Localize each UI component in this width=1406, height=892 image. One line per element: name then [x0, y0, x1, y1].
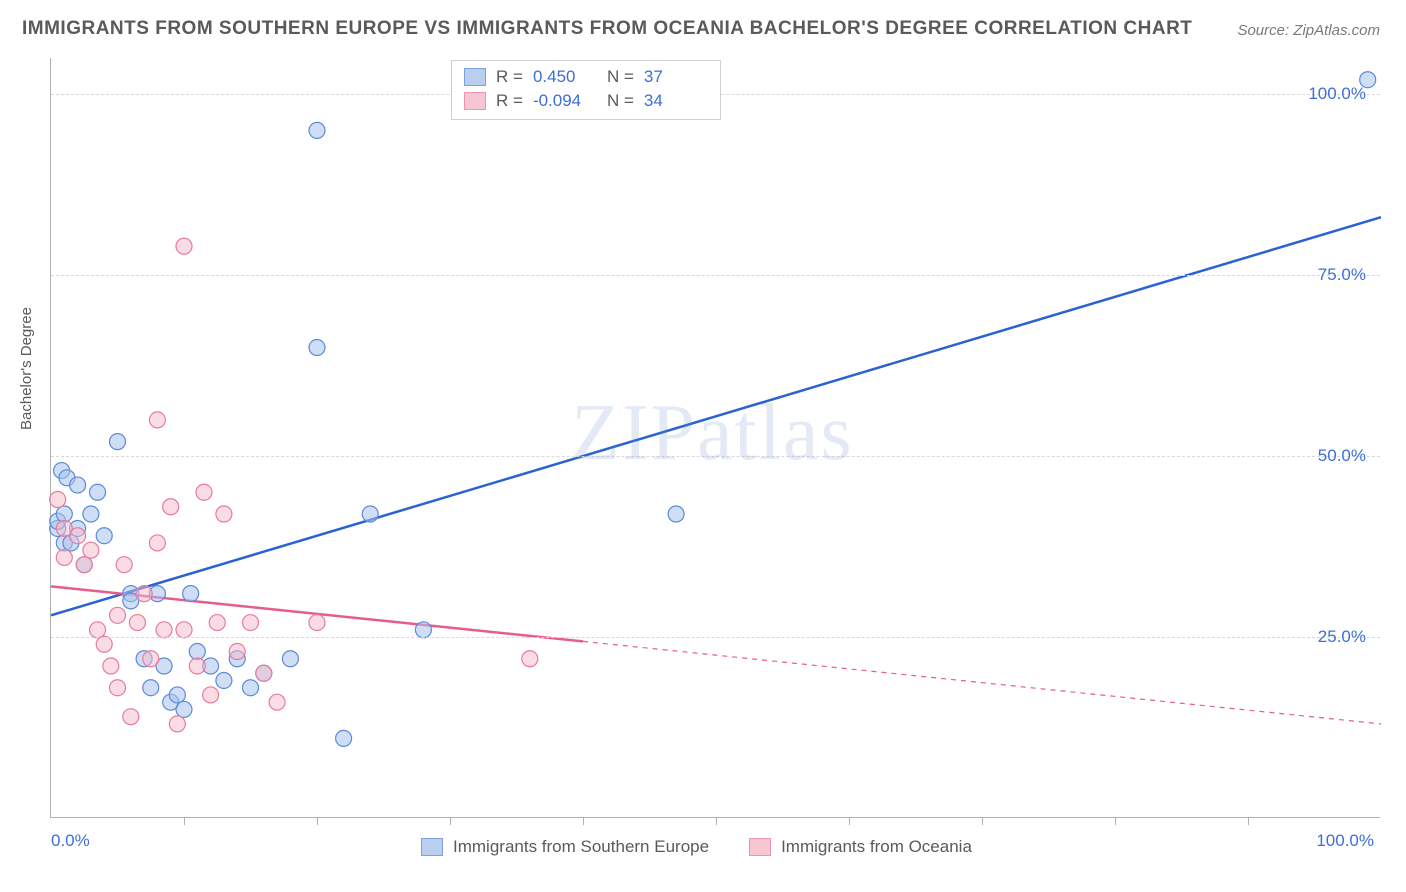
legend-item: Immigrants from Oceania — [749, 837, 972, 857]
scatter-point — [309, 615, 325, 631]
scatter-point — [116, 557, 132, 573]
scatter-point — [203, 687, 219, 703]
x-tick — [450, 817, 451, 825]
x-tick — [716, 817, 717, 825]
gridline — [51, 637, 1380, 638]
trend-line-extrapolated — [583, 641, 1381, 724]
scatter-point — [149, 535, 165, 551]
n-value: 37 — [644, 65, 708, 89]
scatter-point — [149, 412, 165, 428]
scatter-point — [309, 122, 325, 138]
x-tick — [184, 817, 185, 825]
legend-label: Immigrants from Oceania — [781, 837, 972, 857]
x-tick — [1115, 817, 1116, 825]
scatter-point — [169, 687, 185, 703]
scatter-point — [76, 557, 92, 573]
scatter-point — [110, 434, 126, 450]
y-tick-label: 50.0% — [1318, 446, 1366, 466]
scatter-point — [243, 680, 259, 696]
scatter-point — [96, 528, 112, 544]
r-value: -0.094 — [533, 89, 597, 113]
legend-row: R = -0.094 N = 34 — [464, 89, 708, 113]
scatter-point — [70, 477, 86, 493]
scatter-point — [56, 549, 72, 565]
scatter-point — [183, 586, 199, 602]
scatter-point — [209, 615, 225, 631]
correlation-legend: R = 0.450 N = 37 R = -0.094 N = 34 — [451, 60, 721, 120]
scatter-point — [83, 506, 99, 522]
r-label: R = — [496, 89, 523, 113]
r-value: 0.450 — [533, 65, 597, 89]
scatter-point — [70, 528, 86, 544]
scatter-point — [336, 730, 352, 746]
scatter-point — [216, 506, 232, 522]
scatter-point — [229, 644, 245, 660]
x-tick-label: 100.0% — [1316, 831, 1374, 851]
y-axis-label: Bachelor's Degree — [18, 307, 35, 430]
n-label: N = — [607, 65, 634, 89]
scatter-point — [50, 492, 66, 508]
scatter-point — [123, 709, 139, 725]
r-label: R = — [496, 65, 523, 89]
x-tick — [1248, 817, 1249, 825]
scatter-point — [110, 607, 126, 623]
scatter-point — [216, 672, 232, 688]
scatter-point — [156, 622, 172, 638]
y-tick-label: 25.0% — [1318, 627, 1366, 647]
scatter-point — [163, 499, 179, 515]
scatter-point — [176, 622, 192, 638]
n-value: 34 — [644, 89, 708, 113]
scatter-point — [56, 506, 72, 522]
source-attribution: Source: ZipAtlas.com — [1237, 22, 1380, 39]
x-tick — [982, 817, 983, 825]
scatter-point — [143, 651, 159, 667]
series-legend: Immigrants from Southern Europe Immigrant… — [421, 837, 972, 857]
legend-item: Immigrants from Southern Europe — [421, 837, 709, 857]
scatter-point — [415, 622, 431, 638]
scatter-point — [362, 506, 378, 522]
chart-svg — [51, 58, 1380, 817]
x-tick — [849, 817, 850, 825]
scatter-point — [110, 680, 126, 696]
x-tick — [583, 817, 584, 825]
scatter-point — [189, 644, 205, 660]
scatter-point — [83, 542, 99, 558]
chart-title: IMMIGRANTS FROM SOUTHERN EUROPE VS IMMIG… — [22, 18, 1192, 40]
scatter-point — [256, 665, 272, 681]
scatter-point — [309, 340, 325, 356]
scatter-point — [176, 701, 192, 717]
scatter-point — [143, 680, 159, 696]
scatter-point — [90, 622, 106, 638]
n-label: N = — [607, 89, 634, 113]
x-tick — [317, 817, 318, 825]
scatter-point — [282, 651, 298, 667]
gridline — [51, 456, 1380, 457]
scatter-point — [96, 636, 112, 652]
legend-swatch — [464, 68, 486, 86]
scatter-point — [196, 484, 212, 500]
scatter-point — [269, 694, 285, 710]
scatter-point — [103, 658, 119, 674]
legend-swatch — [421, 838, 443, 856]
scatter-point — [189, 658, 205, 674]
gridline — [51, 275, 1380, 276]
scatter-point — [176, 238, 192, 254]
x-tick-label: 0.0% — [51, 831, 90, 851]
scatter-point — [169, 716, 185, 732]
plot-area: ZIPatlas 25.0%50.0%75.0%100.0%0.0%100.0%… — [50, 58, 1380, 818]
scatter-point — [668, 506, 684, 522]
legend-swatch — [464, 92, 486, 110]
y-tick-label: 75.0% — [1318, 265, 1366, 285]
legend-row: R = 0.450 N = 37 — [464, 65, 708, 89]
scatter-point — [243, 615, 259, 631]
trend-line — [51, 217, 1381, 615]
legend-swatch — [749, 838, 771, 856]
scatter-point — [129, 615, 145, 631]
y-tick-label: 100.0% — [1308, 84, 1366, 104]
scatter-point — [90, 484, 106, 500]
scatter-point — [136, 586, 152, 602]
legend-label: Immigrants from Southern Europe — [453, 837, 709, 857]
scatter-point — [522, 651, 538, 667]
